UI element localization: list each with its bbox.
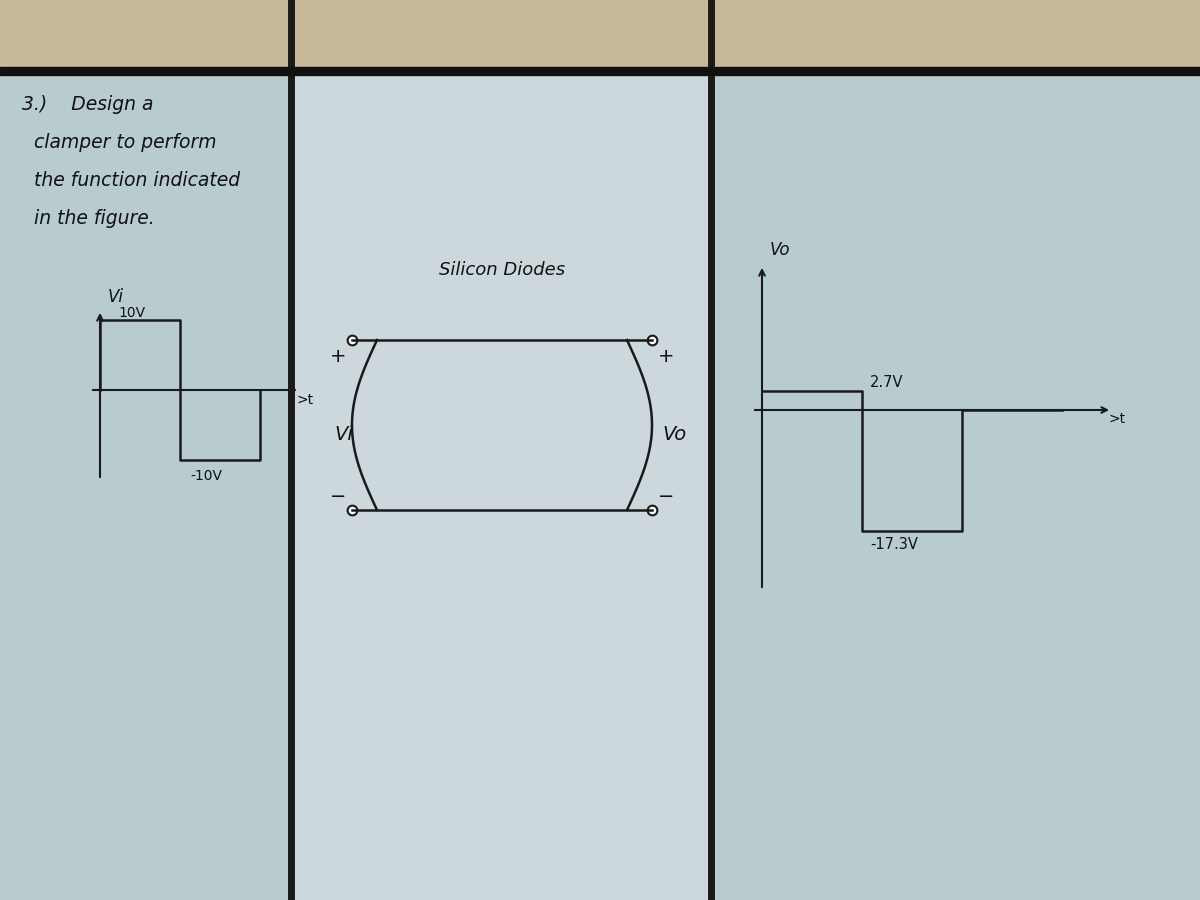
Text: the function indicated: the function indicated [34, 171, 240, 190]
Text: +: + [330, 347, 347, 366]
Text: −: − [658, 487, 674, 506]
Text: +: + [658, 347, 674, 366]
Text: -17.3V: -17.3V [870, 537, 918, 552]
Text: in the figure.: in the figure. [34, 209, 155, 228]
Text: 3.)    Design a: 3.) Design a [22, 95, 154, 114]
Text: Vo: Vo [662, 425, 686, 444]
Text: 2.7V: 2.7V [870, 375, 904, 390]
Text: -10V: -10V [190, 469, 222, 483]
Text: Silicon Diodes: Silicon Diodes [439, 261, 565, 279]
Text: Vi: Vi [108, 288, 124, 306]
Text: >t: >t [296, 393, 313, 407]
Text: Vi: Vi [334, 425, 353, 444]
Text: Vo: Vo [770, 241, 791, 259]
Text: >t: >t [1108, 412, 1126, 426]
Text: 10V: 10V [118, 306, 145, 320]
Text: −: − [330, 487, 347, 506]
FancyBboxPatch shape [0, 0, 1200, 75]
FancyBboxPatch shape [0, 75, 290, 900]
FancyBboxPatch shape [712, 75, 1200, 900]
Text: clamper to perform: clamper to perform [34, 133, 216, 152]
FancyBboxPatch shape [292, 75, 710, 900]
